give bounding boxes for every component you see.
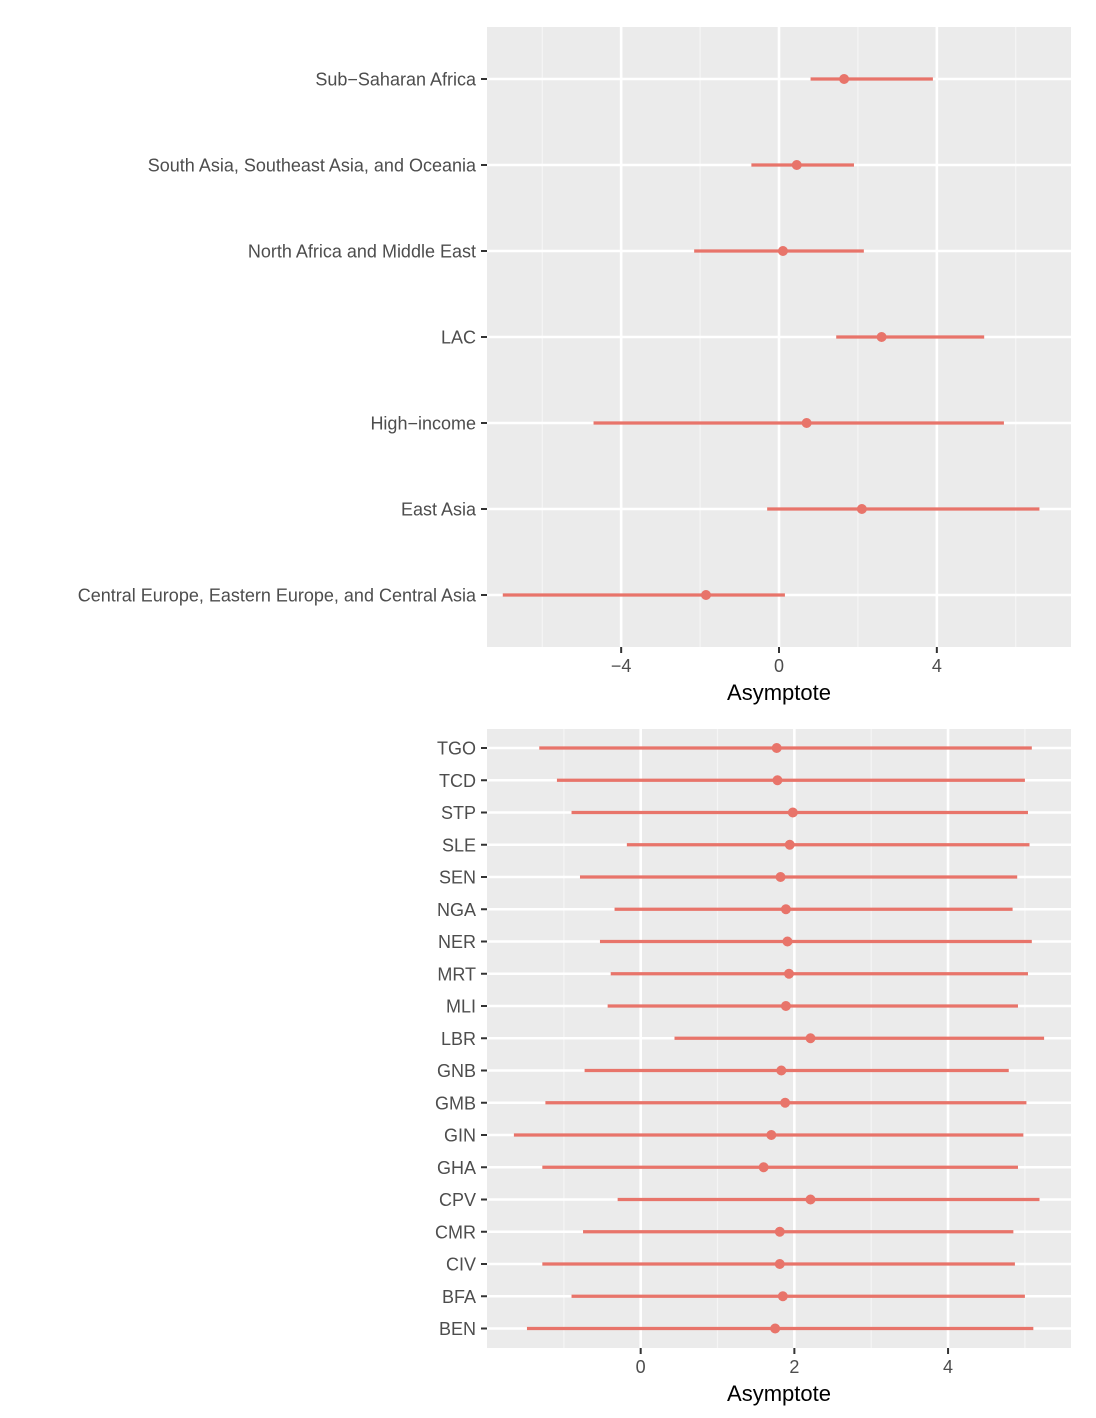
y-tick-label: North Africa and Middle East	[248, 242, 476, 262]
y-tick-label: TCD	[439, 771, 476, 791]
estimate-point	[791, 160, 802, 170]
y-tick-label: CIV	[446, 1255, 476, 1275]
x-axis-title: Asymptote	[727, 1381, 831, 1406]
y-tick-label: South Asia, Southeast Asia, and Oceania	[148, 156, 477, 176]
x-tick-label: −4	[611, 656, 632, 676]
x-tick-label: 2	[789, 1357, 799, 1377]
y-tick-label: High−income	[370, 414, 476, 434]
estimate-point	[774, 1259, 785, 1269]
y-tick-label: East Asia	[401, 500, 477, 520]
estimate-point	[772, 775, 783, 786]
y-tick-label: GNB	[437, 1061, 476, 1081]
estimate-point	[839, 74, 850, 84]
y-tick-label: LBR	[441, 1029, 476, 1049]
y-tick-label: SEN	[439, 868, 476, 888]
y-tick-label: NER	[438, 932, 476, 952]
y-tick-label: NGA	[437, 900, 476, 920]
y-tick-label: Sub−Saharan Africa	[315, 70, 477, 90]
estimate-point	[782, 936, 793, 947]
estimate-point	[780, 904, 791, 915]
y-tick-label: TGO	[437, 739, 476, 759]
estimate-point	[787, 807, 798, 818]
y-tick-label: BFA	[442, 1287, 476, 1307]
y-tick-label: LAC	[441, 328, 476, 348]
y-tick-label: MRT	[437, 964, 476, 984]
estimate-point	[775, 872, 786, 882]
y-tick-label: MLI	[446, 997, 476, 1017]
y-tick-label: CPV	[439, 1190, 476, 1210]
y-tick-label: BEN	[439, 1319, 476, 1339]
estimate-point	[766, 1130, 777, 1140]
estimate-point	[784, 839, 795, 850]
estimate-point	[777, 1291, 788, 1302]
estimate-point	[783, 968, 794, 979]
estimate-point	[805, 1033, 816, 1044]
y-tick-label: GHA	[437, 1158, 476, 1178]
country-forest-plot: TGO TCD STP SLE SEN NGA NER MRT MLI LBR GNB GMB GIN G…	[435, 729, 1071, 1406]
x-axis-title: Asymptote	[727, 680, 831, 705]
estimate-point	[776, 1065, 787, 1076]
estimate-point	[774, 1226, 785, 1237]
y-tick-label: GIN	[444, 1126, 476, 1146]
x-tick-label: 0	[774, 656, 784, 676]
y-tick-label: STP	[441, 803, 476, 823]
estimate-point	[771, 743, 782, 753]
estimate-point	[780, 1001, 791, 1011]
estimate-point	[856, 504, 867, 514]
estimate-point	[780, 1097, 791, 1108]
estimate-point	[805, 1194, 816, 1205]
region-forest-plot: Sub−Saharan Africa South Asia, Southeast …	[78, 27, 1071, 705]
y-tick-label: GMB	[435, 1093, 476, 1113]
y-tick-label: CMR	[435, 1222, 476, 1242]
y-tick-label: SLE	[442, 835, 476, 855]
y-tick-label: Central Europe, Eastern Europe, and Cent…	[78, 586, 477, 606]
estimate-point	[876, 332, 887, 342]
estimate-point	[758, 1162, 769, 1173]
estimate-point	[770, 1323, 781, 1334]
x-tick-label: 4	[932, 656, 942, 676]
estimate-point	[701, 590, 711, 600]
estimate-point	[801, 418, 812, 428]
estimate-point	[777, 246, 788, 256]
x-tick-label: 4	[943, 1357, 953, 1377]
x-tick-label: 0	[636, 1357, 646, 1377]
